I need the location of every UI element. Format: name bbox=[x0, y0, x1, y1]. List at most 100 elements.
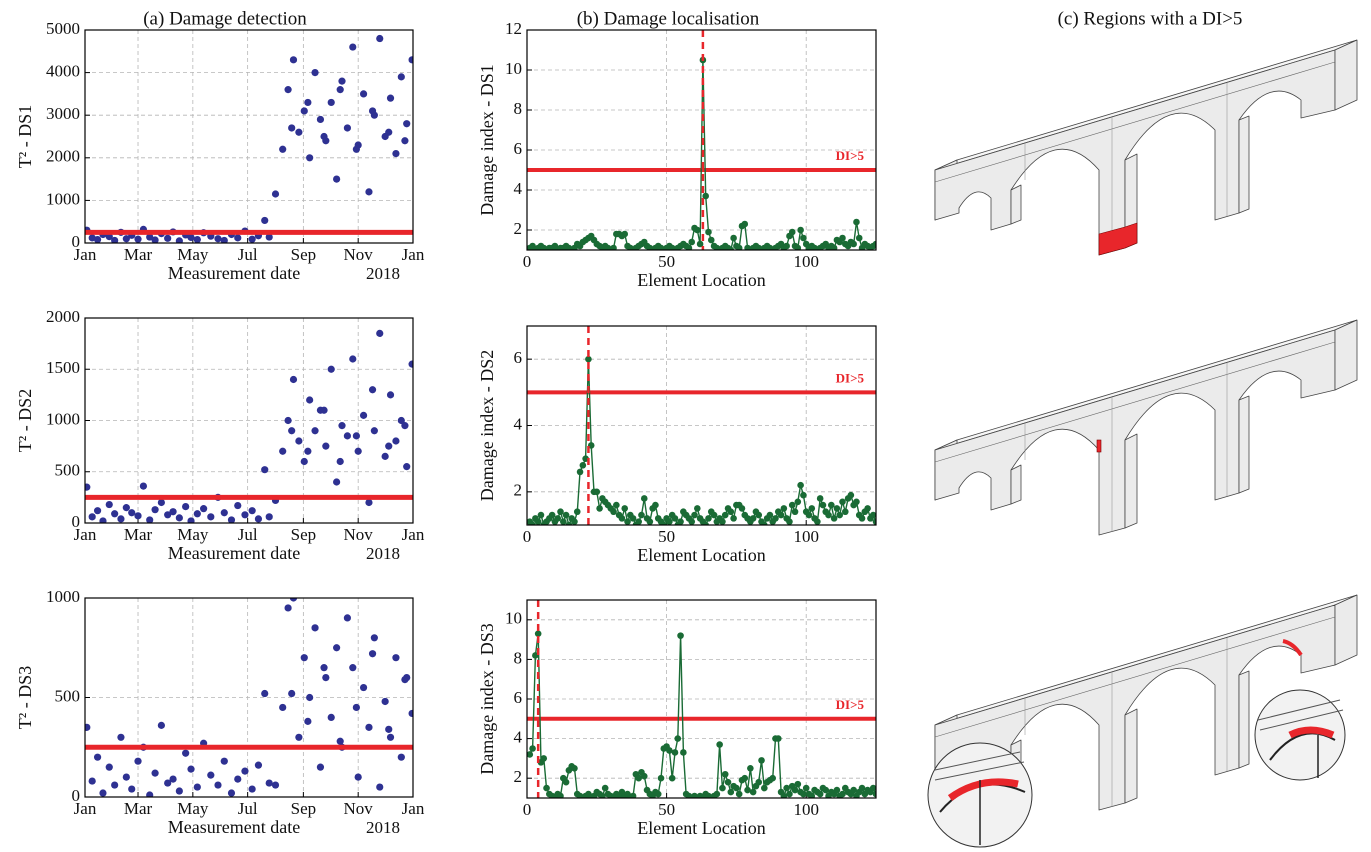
point bbox=[279, 146, 286, 153]
point bbox=[647, 518, 654, 525]
column-title: (a) Damage detection bbox=[143, 8, 307, 29]
point bbox=[739, 505, 746, 512]
point bbox=[360, 684, 367, 691]
point bbox=[317, 764, 324, 771]
x-tick-label: Jul bbox=[238, 799, 258, 818]
point bbox=[382, 453, 389, 460]
x-axis-label: Measurement date bbox=[168, 543, 300, 563]
y-axis-label: Damage index - DS2 bbox=[477, 350, 497, 501]
point bbox=[549, 512, 556, 519]
y-tick-label: 2000 bbox=[46, 307, 80, 326]
threshold-label: DI>5 bbox=[836, 148, 865, 163]
inset-right bbox=[1255, 690, 1345, 780]
y-tick-label: 1000 bbox=[46, 587, 80, 606]
point bbox=[554, 515, 561, 522]
y-tick-label: 6 bbox=[514, 348, 523, 367]
year-label: 2018 bbox=[366, 818, 400, 837]
point bbox=[786, 791, 793, 798]
point bbox=[382, 698, 389, 705]
point bbox=[353, 704, 360, 711]
point bbox=[800, 235, 807, 242]
point bbox=[304, 448, 311, 455]
point bbox=[349, 355, 356, 362]
bridge-ds1 bbox=[935, 40, 1357, 255]
point bbox=[619, 515, 626, 522]
point bbox=[797, 227, 804, 234]
point bbox=[778, 512, 785, 519]
point bbox=[560, 518, 567, 525]
point bbox=[638, 512, 645, 519]
point bbox=[344, 432, 351, 439]
point bbox=[761, 785, 768, 792]
point bbox=[234, 502, 241, 509]
column-title: (c) Regions with a DI>5 bbox=[1058, 8, 1243, 29]
x-tick-label: Jan bbox=[402, 245, 425, 264]
point bbox=[328, 99, 335, 106]
x-tick-label: 100 bbox=[793, 252, 819, 271]
point bbox=[850, 241, 857, 248]
point bbox=[694, 505, 701, 512]
point bbox=[182, 750, 189, 757]
point bbox=[194, 236, 201, 243]
point bbox=[355, 774, 362, 781]
point bbox=[290, 376, 297, 383]
x-tick-label: 0 bbox=[523, 800, 532, 819]
point bbox=[680, 749, 687, 756]
point bbox=[200, 505, 207, 512]
point bbox=[365, 724, 372, 731]
point bbox=[306, 694, 313, 701]
y-tick-label: 4 bbox=[514, 728, 523, 747]
point bbox=[169, 775, 176, 782]
point bbox=[266, 513, 273, 520]
x-tick-label: Mar bbox=[124, 245, 153, 264]
y-tick-label: 6 bbox=[514, 688, 523, 707]
point bbox=[272, 190, 279, 197]
point bbox=[117, 515, 124, 522]
point bbox=[722, 512, 729, 519]
point bbox=[365, 499, 372, 506]
point bbox=[117, 734, 124, 741]
x-tick-label: 50 bbox=[658, 800, 675, 819]
point bbox=[836, 512, 843, 519]
point bbox=[111, 781, 118, 788]
point bbox=[580, 462, 587, 469]
point bbox=[677, 518, 684, 525]
point bbox=[839, 235, 846, 242]
point bbox=[214, 781, 221, 788]
point bbox=[106, 764, 113, 771]
point bbox=[158, 722, 165, 729]
point bbox=[164, 235, 171, 242]
point bbox=[241, 768, 248, 775]
point bbox=[825, 512, 832, 519]
point bbox=[775, 735, 782, 742]
point bbox=[176, 514, 183, 521]
point bbox=[728, 789, 735, 796]
point bbox=[83, 724, 90, 731]
point bbox=[128, 509, 135, 516]
point bbox=[694, 227, 701, 234]
year-label: 2018 bbox=[366, 264, 400, 283]
point bbox=[328, 714, 335, 721]
point bbox=[371, 427, 378, 434]
point bbox=[337, 738, 344, 745]
point bbox=[635, 518, 642, 525]
point bbox=[543, 785, 550, 792]
point bbox=[304, 718, 311, 725]
column-title: (b) Damage localisation bbox=[577, 8, 760, 29]
threshold-label: DI>5 bbox=[836, 370, 865, 385]
point bbox=[529, 745, 536, 752]
point bbox=[322, 443, 329, 450]
y-tick-label: 1000 bbox=[46, 409, 80, 428]
point bbox=[789, 229, 796, 236]
point bbox=[371, 634, 378, 641]
point bbox=[207, 513, 214, 520]
point bbox=[134, 758, 141, 765]
point bbox=[722, 771, 729, 778]
y-tick-label: 0 bbox=[72, 512, 81, 531]
point bbox=[538, 512, 545, 519]
point bbox=[249, 785, 256, 792]
point bbox=[741, 775, 748, 782]
point bbox=[123, 774, 130, 781]
point bbox=[672, 515, 679, 522]
point bbox=[301, 654, 308, 661]
